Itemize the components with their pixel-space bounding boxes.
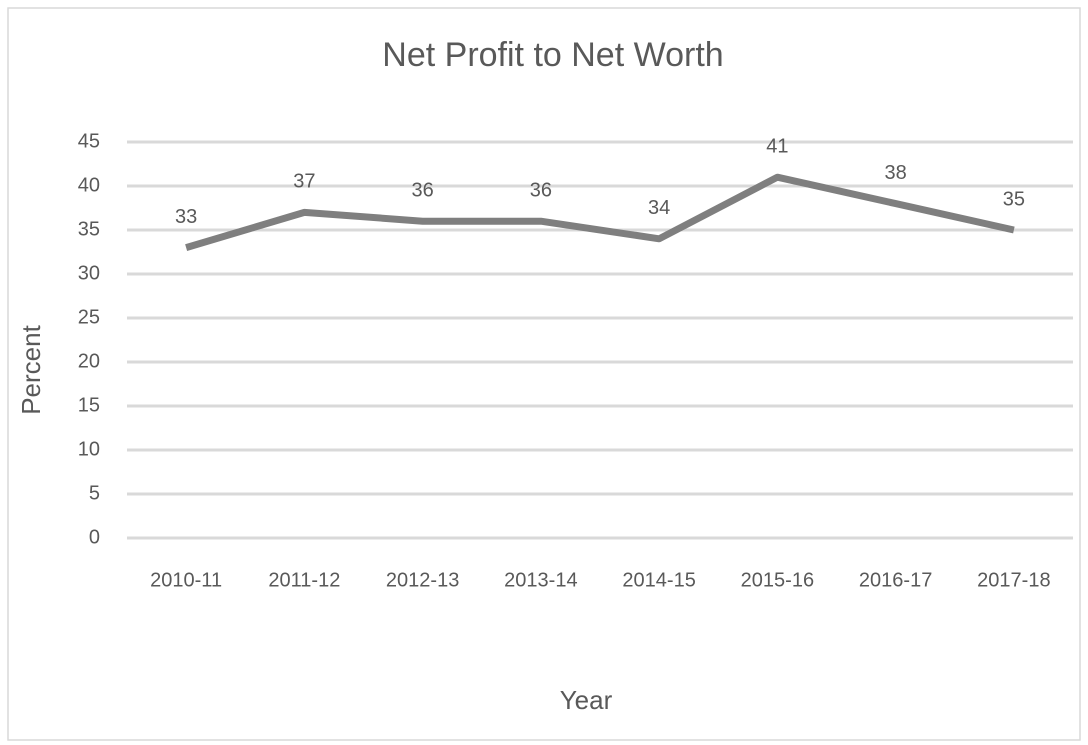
y-tick-label: 45: [78, 130, 100, 152]
data-label: 37: [293, 171, 315, 193]
x-tick-label: 2015-16: [741, 569, 814, 591]
x-tick-label: 2014-15: [622, 569, 695, 591]
y-tick-label: 20: [78, 350, 100, 372]
y-tick-label: 35: [78, 218, 100, 240]
x-tick-label: 2010-11: [150, 569, 222, 591]
x-tick-label: 2013-14: [504, 569, 577, 591]
chart-title: Net Profit to Net Worth: [382, 36, 723, 74]
x-axis-title: Year: [560, 685, 613, 715]
data-label: 38: [885, 162, 907, 184]
x-tick-label: 2016-17: [859, 569, 932, 591]
x-tick-label: 2012-13: [386, 569, 459, 591]
line: [185, 173, 1015, 251]
x-tick-label: 2017-18: [977, 569, 1050, 591]
data-label: 33: [175, 206, 197, 228]
y-tick-label: 0: [89, 526, 100, 548]
y-tick-label: 10: [78, 438, 100, 460]
data-label: 34: [648, 197, 670, 219]
y-tick-label: 40: [78, 174, 100, 196]
y-axis-title: Percent: [16, 324, 46, 414]
x-tick-label: 2011-12: [268, 569, 340, 591]
y-tick-label: 25: [78, 306, 100, 328]
data-label: 36: [530, 179, 552, 201]
y-tick-label: 5: [89, 482, 100, 504]
y-tick-label: 15: [78, 394, 100, 416]
data-label: 35: [1003, 188, 1025, 210]
data-label: 41: [766, 135, 788, 157]
y-tick-label: 30: [78, 262, 100, 284]
chart-border: [7, 7, 1081, 741]
data-label: 36: [412, 179, 434, 201]
